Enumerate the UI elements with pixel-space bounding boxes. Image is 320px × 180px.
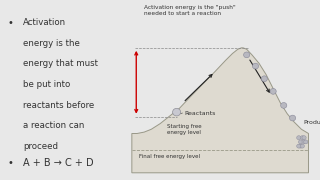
- Text: be put into: be put into: [23, 80, 70, 89]
- Circle shape: [300, 136, 304, 140]
- Text: proceed: proceed: [23, 142, 58, 151]
- Text: •: •: [8, 18, 13, 28]
- Circle shape: [302, 136, 306, 140]
- Circle shape: [299, 144, 303, 148]
- Text: Reactants: Reactants: [184, 111, 216, 116]
- Circle shape: [172, 108, 181, 116]
- Circle shape: [297, 144, 301, 148]
- Text: •: •: [8, 158, 13, 168]
- Text: a reaction can: a reaction can: [23, 122, 84, 130]
- Text: Final free energy level: Final free energy level: [139, 154, 200, 159]
- Circle shape: [290, 115, 296, 121]
- Circle shape: [304, 140, 308, 144]
- Text: A + B → C + D: A + B → C + D: [23, 158, 94, 168]
- Text: energy is the: energy is the: [23, 39, 80, 48]
- Text: Activation energy is the "push"
needed to start a reaction: Activation energy is the "push" needed t…: [144, 5, 236, 16]
- Circle shape: [252, 63, 259, 69]
- Text: Starting free
energy level: Starting free energy level: [167, 124, 202, 135]
- Text: energy that must: energy that must: [23, 59, 98, 68]
- Text: Products: Products: [303, 120, 320, 125]
- Circle shape: [281, 103, 287, 108]
- Polygon shape: [132, 48, 308, 173]
- Circle shape: [261, 76, 268, 82]
- Text: Activation: Activation: [23, 18, 66, 27]
- Circle shape: [299, 140, 303, 144]
- Circle shape: [244, 52, 250, 58]
- Text: reactants before: reactants before: [23, 101, 94, 110]
- Circle shape: [302, 140, 306, 144]
- Circle shape: [270, 89, 276, 94]
- Circle shape: [300, 144, 304, 148]
- Circle shape: [297, 136, 301, 140]
